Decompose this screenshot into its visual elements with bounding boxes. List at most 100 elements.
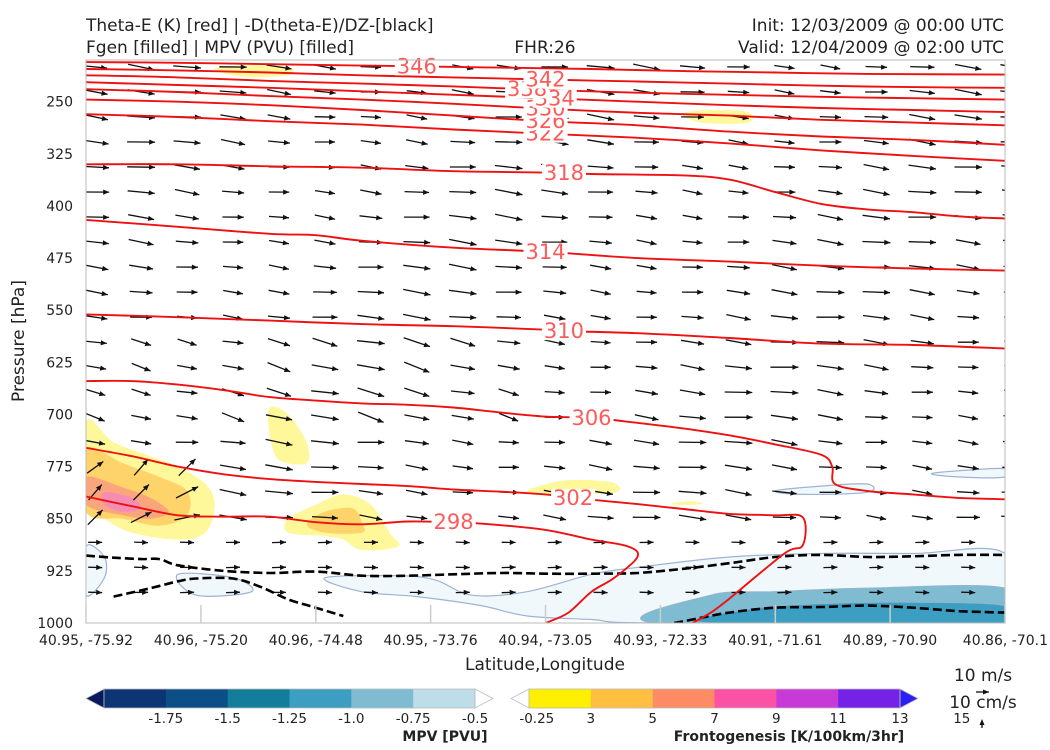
fgen-colorbar: 3 5 7 9 11 13 15 [510,688,970,727]
colorbar-segment [165,689,229,708]
wind-vector [175,486,199,499]
theta-e-label-bg [523,70,568,89]
wind-vector [908,214,937,220]
wind-vector [590,289,611,296]
wind-vector [635,365,658,371]
wind-vector [313,289,337,295]
wind-vector [869,564,884,570]
fgen-fill-layer [86,65,753,551]
wind-vector [455,539,470,545]
wind-vector [1001,189,1005,192]
wind-vector [452,439,474,446]
wind-vector [818,440,843,446]
wind-vector [685,539,700,545]
y-axis-label: Pressure [hPa] [9,280,29,402]
wind-vector [777,589,792,595]
wind-vector [226,539,240,545]
wind-vector [636,314,657,320]
forecast-hour: FHR:26 [514,38,575,58]
colorbar-segment [413,689,476,708]
wind-vector [863,139,889,146]
wind-vector [133,458,149,476]
wind-vector [86,439,106,446]
wind-vector [271,539,287,545]
colorbar-segment [289,689,352,708]
wind-vector [267,315,291,321]
colorbar-tick-label: -0.75 [396,711,431,727]
y-tick-label: 775 [46,460,73,476]
title-line-1: Theta-E (K) [red] | -D(theta-E)/DZ-[blac… [85,16,434,36]
wind-vector [314,189,335,196]
wind-vector [547,539,562,545]
wind-vector [777,539,792,545]
reference-vector-label-vertical: 10 cm/s [949,693,1017,713]
wind-vector [176,264,198,270]
wind-vector [451,414,475,421]
wind-vector [317,589,332,595]
wind-vector [639,564,654,570]
wind-vector [635,389,659,396]
wind-vector [1007,565,1021,570]
wind-vector [633,115,660,121]
wind-vector [311,515,338,521]
wind-vector [954,189,982,195]
wind-vector [632,489,661,495]
wind-vector [909,113,936,121]
wind-vector [954,164,983,170]
colorbar-extend-low [510,688,530,709]
wind-vector [862,188,890,197]
theta-e-label-318: 318 [544,161,584,185]
wind-vector [682,264,703,270]
wind-vector [541,214,568,221]
stability-contour [113,576,344,618]
wind-vector [912,464,933,471]
y-tick-label: 550 [46,303,73,319]
y-tick-label: 850 [46,512,73,528]
wind-vector [772,490,797,496]
x-axis-label: Latitude,Longitude [465,655,625,675]
colorbar-segment [590,689,654,708]
wind-vector [132,484,150,501]
wind-vector [86,289,108,297]
theta-e-label-bg [523,242,568,261]
wind-vector [405,489,428,496]
theta-e-label-302: 302 [553,486,593,510]
wind-vector [731,539,746,545]
x-axis: 40.95, -75.92 40.96, -75.20 40.96, -74.48 4… [39,605,1048,649]
wind-vector [403,239,431,245]
wind-vector [131,388,151,397]
wind-vector [178,458,196,477]
wind-vector [221,412,245,423]
wind-vector [495,139,523,145]
colorbar-tick-label: 15 [953,711,970,727]
wind-vector [681,314,704,321]
wind-vector [220,138,246,146]
wind-vector [634,414,659,422]
wind-vector [405,164,429,171]
mpv-fill-layer [86,467,1005,623]
wind-vector [819,139,842,145]
wind-vector [312,337,338,347]
wind-vector [728,189,749,196]
wind-vector [816,289,845,295]
wind-vector [222,214,244,220]
wind-vector [961,589,976,595]
wind-vector [175,214,199,221]
wind-vector [774,64,795,71]
wind-vector [448,263,477,272]
wind-vector [1002,239,1005,242]
wind-vector [403,288,431,297]
wind-vector [726,289,751,296]
wind-vector [265,464,293,472]
wind-vector [772,214,796,220]
colorbar-segment [227,689,290,708]
colorbar-tick-label: -1.5 [215,711,241,727]
wind-vector [593,589,608,595]
wind-vector [542,264,567,270]
wind-vector [682,214,703,221]
wind-vector [409,539,424,545]
wind-vector [501,589,516,595]
wind-vector [771,464,798,472]
wind-vector [409,589,424,595]
